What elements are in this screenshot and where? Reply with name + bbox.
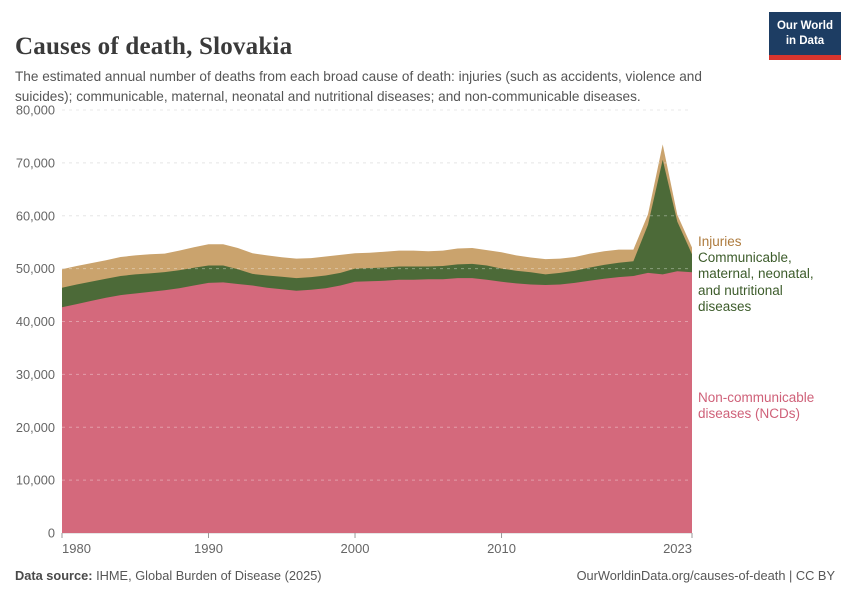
y-tick-label: 50,000 [16, 261, 55, 276]
y-tick-label: 60,000 [16, 208, 55, 223]
y-tick-label: 40,000 [16, 314, 55, 329]
y-tick-label: 70,000 [16, 155, 55, 170]
chart-subtitle: The estimated annual number of deaths fr… [15, 68, 702, 104]
y-tick-label: 30,000 [16, 367, 55, 382]
x-tick-label: 2000 [341, 541, 370, 556]
y-tick-label: 20,000 [16, 420, 55, 435]
data-source-note: Data source: IHME, Global Burden of Dise… [15, 568, 322, 583]
series-label-communicable: Communicable, maternal, neonatal, and nu… [698, 250, 814, 315]
series-label-injuries: Injuries [698, 234, 742, 249]
y-tick-label: 10,000 [16, 473, 55, 488]
data-source-label: Data source: [15, 567, 93, 583]
x-tick-label: 2010 [487, 541, 516, 556]
x-tick-label: 2023 [663, 541, 692, 556]
x-tick-label: 1990 [194, 541, 223, 556]
page-title: Causes of death, Slovakia [15, 32, 293, 60]
owid-logo: Our World in Data [769, 12, 841, 60]
y-tick-label: 0 [48, 526, 55, 541]
series-label-ncd: Non-communicable diseases (NCDs) [698, 390, 815, 422]
owid-logo-line1: Our World [776, 20, 833, 32]
owid-logo-line2: in Data [785, 34, 825, 47]
footer-url-license: OurWorldinData.org/causes-of-death | CC … [576, 567, 835, 583]
x-tick-label: 1980 [62, 541, 91, 556]
chart-footer: Data source: IHME, Global Burden of Dise… [15, 563, 835, 587]
data-source-text: IHME, Global Burden of Disease (2025) [96, 567, 322, 583]
area-series [62, 271, 692, 533]
y-tick-label: 80,000 [16, 103, 55, 118]
